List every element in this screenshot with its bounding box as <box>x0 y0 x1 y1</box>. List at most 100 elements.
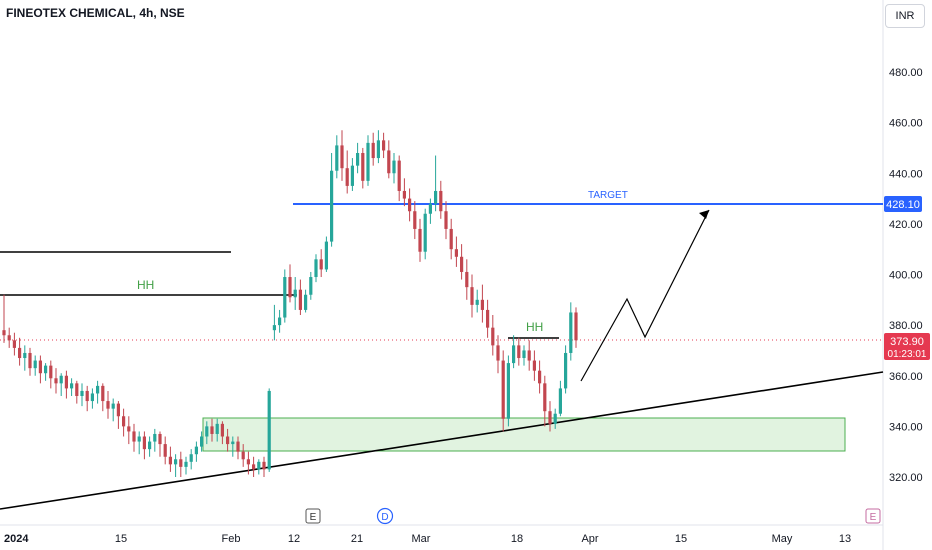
candle <box>330 153 334 247</box>
price-tick-label: 480.00 <box>889 67 923 79</box>
candle-body <box>309 277 313 295</box>
candle <box>278 309 282 333</box>
candles <box>2 130 578 477</box>
price-tick-label: 320.00 <box>889 472 923 484</box>
candle <box>44 363 48 381</box>
candle <box>272 304 276 341</box>
time-tick-label: Feb <box>222 533 241 545</box>
candle <box>54 368 58 394</box>
candle-body <box>460 256 464 272</box>
candle-body <box>257 461 261 470</box>
candle <box>574 307 578 348</box>
candle <box>314 254 318 283</box>
candle <box>179 451 183 477</box>
candle-body <box>18 347 22 359</box>
candle <box>569 302 573 361</box>
candle <box>205 421 209 445</box>
candle-body <box>366 142 370 181</box>
candle <box>75 380 79 404</box>
projection-path[interactable] <box>580 209 710 382</box>
candle <box>465 259 469 300</box>
chart-title: FINEOTEX CHEMICAL, 4h, NSE <box>6 6 185 20</box>
candle <box>194 441 198 462</box>
candle-body <box>418 228 422 252</box>
candle <box>454 236 458 267</box>
price-tick-label: 400.00 <box>889 270 923 282</box>
hh-label-right: HH <box>526 320 543 334</box>
candle <box>309 271 313 300</box>
candle <box>340 130 344 181</box>
candle-body <box>246 459 250 465</box>
candle-body <box>179 459 183 467</box>
candle-body <box>12 340 16 348</box>
demand-zone[interactable] <box>202 417 846 452</box>
candle-body <box>387 150 391 174</box>
candle <box>267 388 271 472</box>
countdown-text: 01:23:01 <box>888 349 927 360</box>
price-tick-label: 460.00 <box>889 118 923 130</box>
candle-body <box>423 213 427 252</box>
candle <box>512 335 516 369</box>
candle <box>522 345 526 366</box>
candle <box>293 277 297 310</box>
candle-body <box>402 190 406 199</box>
candle-body <box>501 360 505 419</box>
candle-body <box>23 352 27 359</box>
time-tick-label: Mar <box>412 533 431 545</box>
earnings-marker-left[interactable]: E <box>305 508 321 524</box>
candle-body <box>356 153 360 166</box>
candle <box>90 388 94 409</box>
trendline[interactable] <box>0 371 884 510</box>
candle-body <box>44 365 48 374</box>
dividend-marker[interactable]: D <box>376 507 394 525</box>
candle-body <box>220 423 224 437</box>
candle <box>189 449 193 470</box>
candle <box>106 390 110 419</box>
price-axis[interactable]: 480.00 460.00 440.00 420.00 400.00 380.00 360.… <box>889 67 923 484</box>
candle-body <box>122 416 126 427</box>
candle <box>153 428 157 452</box>
earnings-marker-right[interactable]: E <box>865 508 881 524</box>
candle-body <box>371 142 375 159</box>
time-tick-label: 21 <box>351 533 363 545</box>
candle <box>532 350 536 381</box>
candle-body <box>278 317 282 326</box>
candle-body <box>262 461 266 470</box>
candle-body <box>7 335 11 341</box>
candle <box>215 418 219 442</box>
candle-body <box>75 383 79 396</box>
candle <box>460 244 464 280</box>
candle <box>361 147 365 189</box>
price-tick-label: 380.00 <box>889 320 923 332</box>
candle <box>428 198 432 224</box>
time-tick-label: Apr <box>581 533 598 545</box>
candle-body <box>413 211 417 229</box>
candle-body <box>574 312 578 341</box>
candle <box>49 360 53 389</box>
candle-body <box>319 259 323 270</box>
time-tick-label: 12 <box>288 533 300 545</box>
candle-body <box>376 140 380 159</box>
candle <box>496 335 500 374</box>
candle-body <box>28 352 32 369</box>
candle <box>335 135 339 179</box>
candle <box>210 418 214 442</box>
candle <box>122 408 126 437</box>
candle <box>252 456 256 477</box>
time-axis[interactable]: 2024 15 Feb 12 21 Mar 18 Apr 15 May 13 <box>4 533 851 545</box>
candle-body <box>512 345 516 364</box>
time-tick-label: 15 <box>675 533 687 545</box>
candle-body <box>517 345 521 359</box>
candle-body <box>101 385 105 402</box>
candle-body <box>38 360 42 374</box>
currency-button[interactable]: INR <box>885 4 925 28</box>
candle <box>444 201 448 240</box>
candle <box>564 345 568 394</box>
candle-body <box>470 287 474 305</box>
candle <box>148 436 152 457</box>
candle-body <box>116 403 120 417</box>
candle <box>543 375 547 427</box>
candle <box>28 347 32 376</box>
candle <box>439 180 443 219</box>
